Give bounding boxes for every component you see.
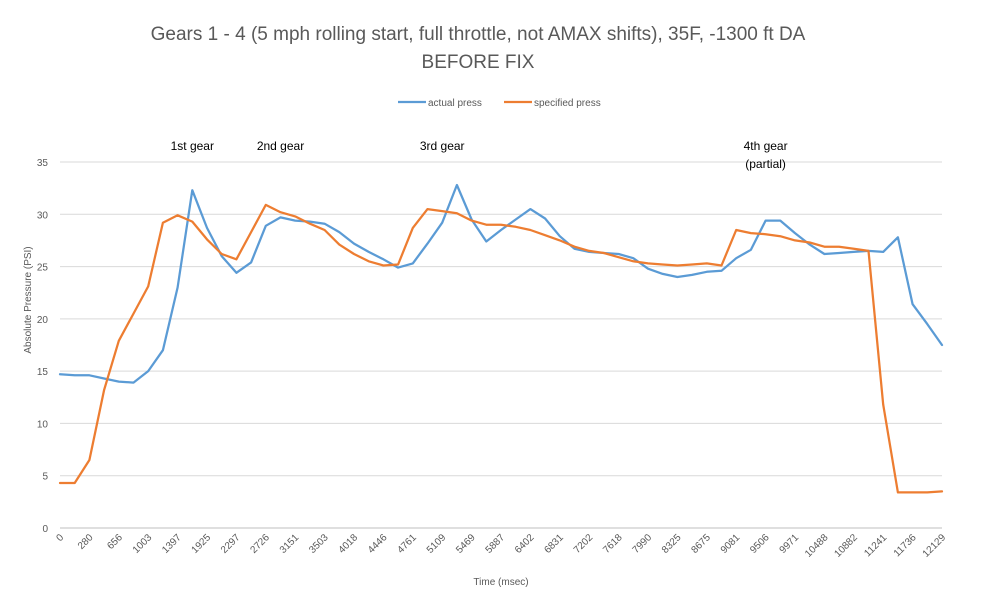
- legend-label: specified press: [534, 98, 601, 109]
- annotation-label: 4th gear: [744, 139, 788, 153]
- x-tick-label: 12129: [921, 532, 949, 560]
- x-tick-label: 6402: [513, 532, 537, 556]
- series-line-specified-press: [58, 203, 944, 494]
- x-tick-label: 8675: [689, 532, 713, 556]
- y-tick-label: 10: [37, 419, 49, 430]
- y-tick-label: 5: [42, 472, 48, 483]
- x-tick-label: 1397: [160, 532, 184, 556]
- y-tick-label: 15: [37, 367, 49, 378]
- chart-title: Gears 1 - 4 (5 mph rolling start, full t…: [151, 24, 806, 45]
- x-tick-label: 6831: [542, 532, 566, 556]
- series-line-actual-press: [58, 183, 944, 384]
- x-tick-label: 7990: [631, 532, 655, 556]
- chart-subtitle: BEFORE FIX: [422, 52, 535, 73]
- x-tick-label: 1925: [190, 532, 214, 556]
- legend: actual press specified press: [398, 98, 601, 109]
- x-tick-label: 9971: [778, 532, 802, 556]
- x-tick-label: 1003: [131, 532, 155, 556]
- x-axis-title: Time (msec): [473, 577, 528, 588]
- x-tick-label: 2726: [248, 532, 272, 556]
- x-tick-label: 7618: [601, 532, 625, 556]
- annotation-label: 1st gear: [171, 139, 214, 153]
- x-tick-label: 9506: [748, 532, 772, 556]
- x-tick-label: 656: [105, 532, 125, 552]
- x-tick-label: 2297: [219, 532, 243, 556]
- x-tick-label: 10882: [832, 532, 860, 560]
- x-tick-label: 3503: [307, 532, 331, 556]
- y-tick-label: 25: [37, 263, 49, 274]
- x-tick-label: 11241: [862, 532, 889, 559]
- x-tick-label: 4446: [366, 532, 390, 556]
- x-tick-label: 10488: [803, 532, 831, 560]
- y-tick-label: 0: [42, 524, 48, 535]
- x-tick-label: 280: [76, 532, 96, 552]
- gridlines: [60, 161, 942, 529]
- annotation-label: (partial): [745, 157, 786, 171]
- y-axis-ticks: 0 5 10 15 20 25 30 35: [37, 158, 49, 535]
- x-tick-label: 4761: [395, 532, 419, 556]
- x-tick-label: 7202: [572, 532, 596, 556]
- x-tick-label: 5887: [484, 532, 508, 556]
- x-tick-label: 0: [54, 532, 66, 544]
- y-tick-label: 20: [37, 315, 49, 326]
- y-tick-label: 35: [37, 158, 49, 169]
- annotation-label: 3rd gear: [420, 139, 465, 153]
- x-tick-label: 4018: [337, 532, 361, 556]
- x-tick-label: 5469: [454, 532, 478, 556]
- x-tick-label: 5109: [425, 532, 449, 556]
- x-tick-label: 8325: [660, 532, 684, 556]
- x-tick-label: 3151: [278, 532, 302, 556]
- x-tick-label: 11736: [892, 532, 919, 559]
- annotation-label: 2nd gear: [257, 139, 304, 153]
- legend-label: actual press: [428, 98, 482, 109]
- y-axis-title: Absolute Pressure (PSI): [23, 246, 34, 353]
- x-tick-label: 9081: [719, 532, 743, 556]
- x-axis-ticks: 0 280 656 1003 1397 1925 2297 2726 3151 3503 4018 4…: [54, 532, 948, 560]
- series-lines: [58, 183, 944, 494]
- y-tick-label: 30: [37, 210, 49, 221]
- annotations: 1st gear 2nd gear 3rd gear 4th gear (partial…: [171, 139, 788, 171]
